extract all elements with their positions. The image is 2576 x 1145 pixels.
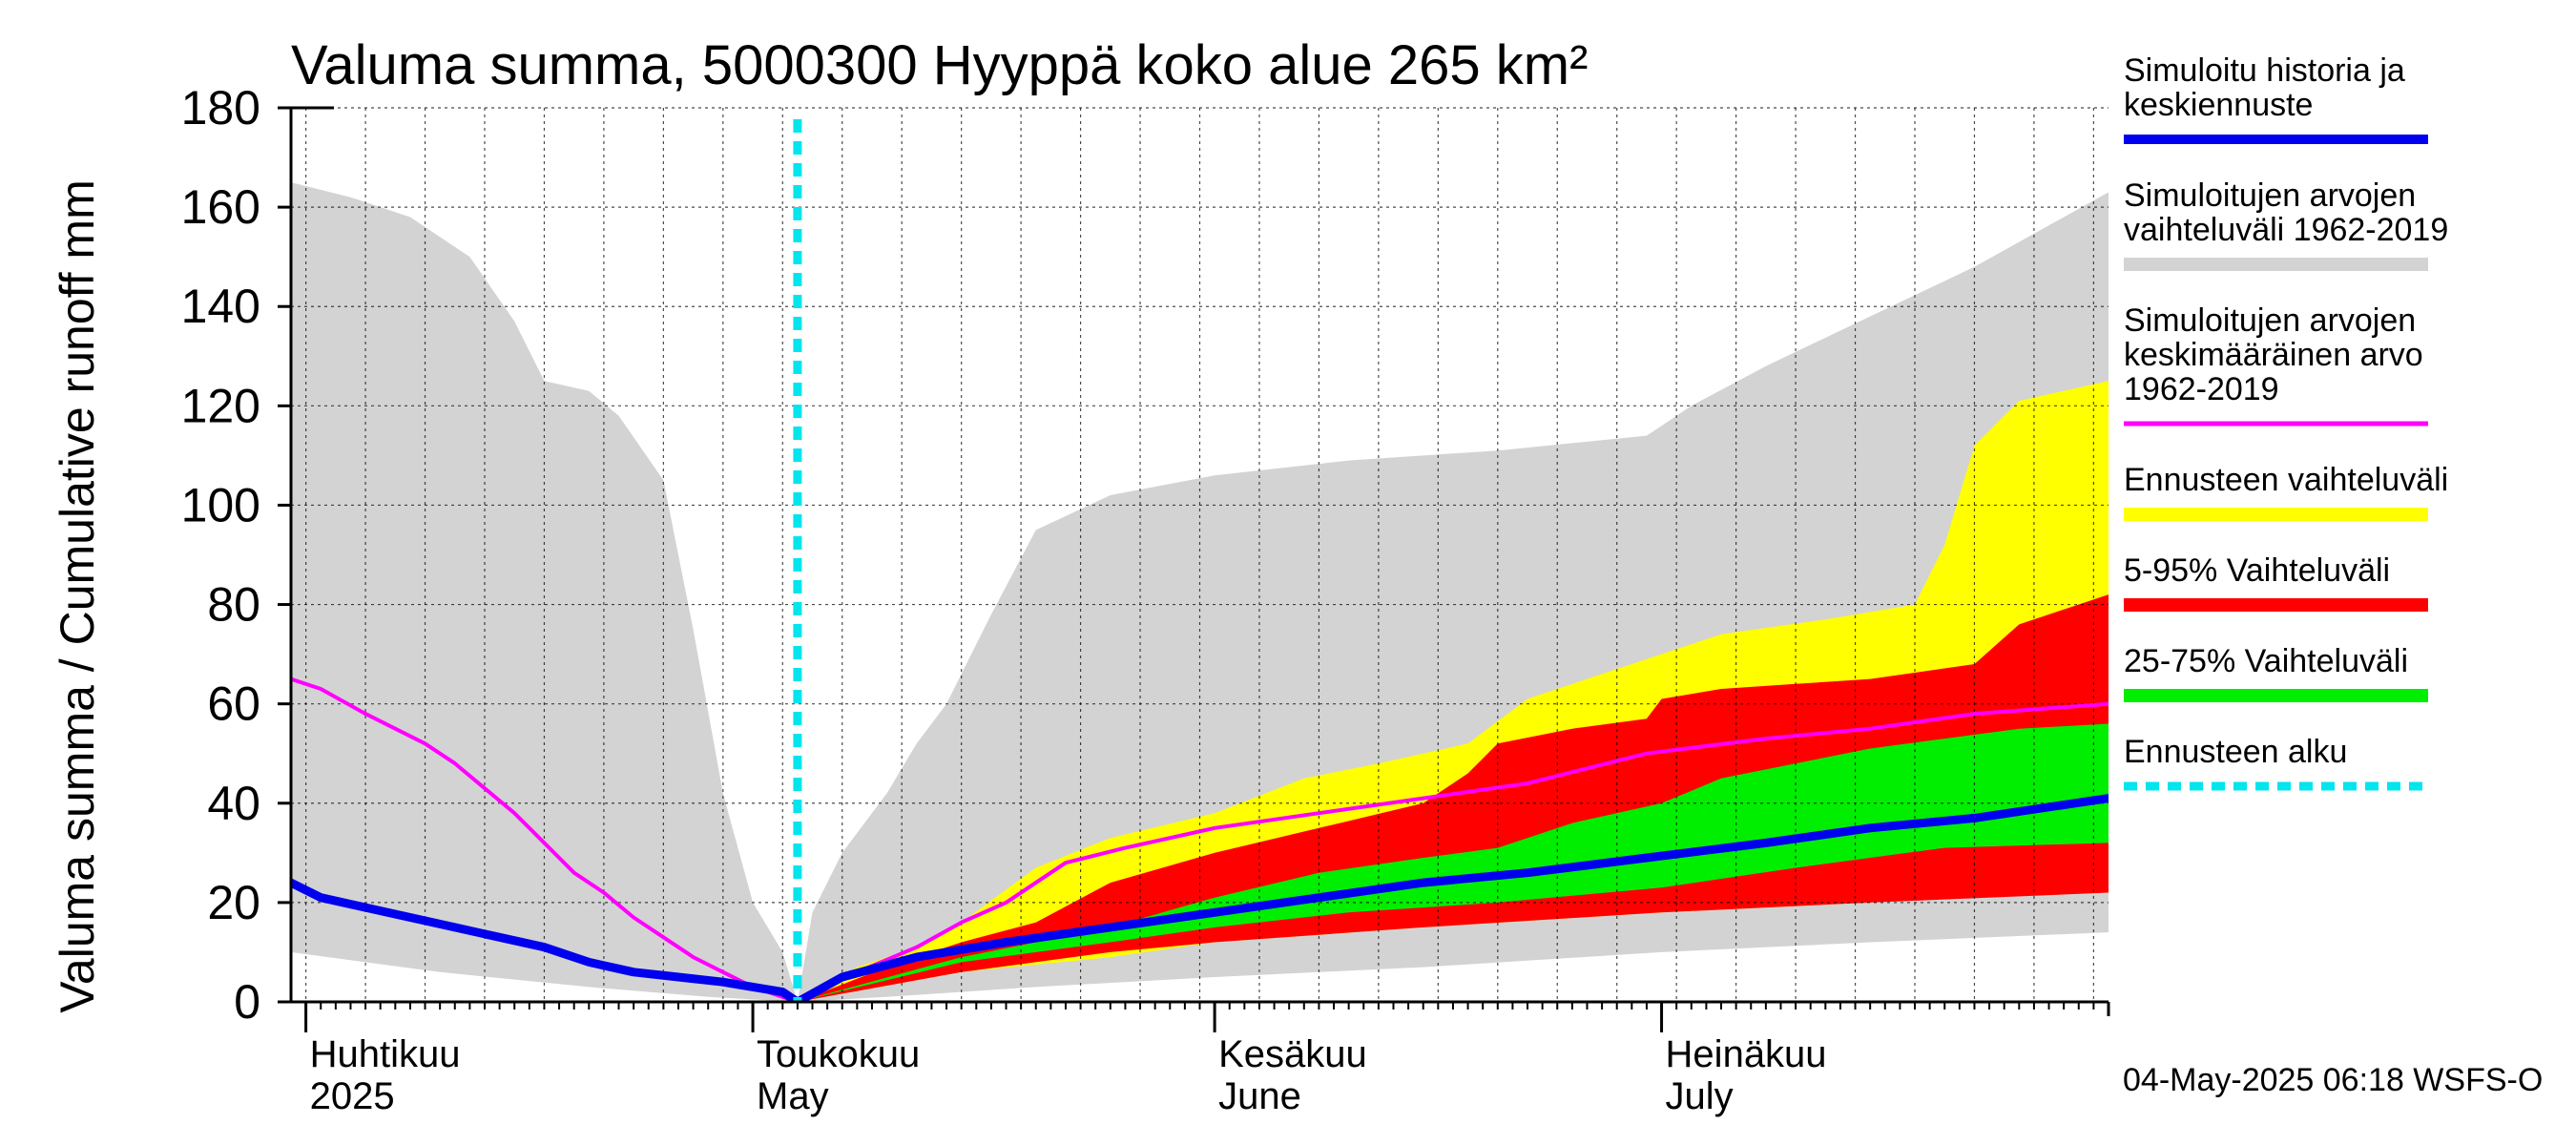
y-tick-label: 140 (181, 280, 260, 333)
y-tick-label: 0 (234, 975, 260, 1029)
legend-label: keskimääräinen arvo (2124, 337, 2423, 373)
legend-label: Simuloitujen arvojen (2124, 302, 2416, 339)
legend-label: Simuloitu historia ja (2124, 52, 2405, 89)
lines-layer (291, 119, 2109, 1002)
month-label-en: June (1218, 1075, 1301, 1117)
month-label-fi: Huhtikuu (310, 1033, 461, 1075)
history-forecast-line (291, 794, 2109, 1002)
y-tick-label: 100 (181, 478, 260, 531)
legend-label: Ennusteen vaihteluväli (2124, 462, 2448, 498)
month-label-en: May (757, 1075, 829, 1117)
y-tick-label: 160 (181, 180, 260, 234)
legend-label: Simuloitujen arvojen (2124, 177, 2416, 214)
y-tick-label: 80 (207, 578, 260, 632)
month-label-fi: Toukokuu (757, 1033, 920, 1075)
month-label-fi: Kesäkuu (1218, 1033, 1367, 1075)
y-tick-label: 40 (207, 777, 260, 830)
y-tick-label: 180 (181, 81, 260, 135)
month-label-en: 2025 (310, 1075, 395, 1117)
y-tick-label: 60 (207, 677, 260, 731)
footer-timestamp: 04-May-2025 06:18 WSFS-O (2123, 1062, 2543, 1098)
p5-95-band (797, 594, 2109, 1002)
chart-title: Valuma summa, 5000300 Hyyppä koko alue 2… (291, 34, 1588, 96)
month-label-en: July (1666, 1075, 1734, 1117)
p25-75-band (797, 723, 2109, 1002)
y-tick-label: 20 (207, 876, 260, 929)
y-axis-label: Valuma summa / Cumulative runoff mm (51, 179, 104, 1012)
month-label-fi: Heinäkuu (1666, 1033, 1827, 1075)
legend-label: Ennusteen alku (2124, 734, 2347, 770)
legend-label: 1962-2019 (2124, 371, 2279, 407)
legend-label: vaihteluväli 1962-2019 (2124, 212, 2448, 248)
y-tick-label: 120 (181, 379, 260, 432)
legend-label: keskiennuste (2124, 87, 2313, 123)
grid-layer (291, 107, 2109, 1003)
legend-label: 5-95% Vaihteluväli (2124, 552, 2390, 589)
legend-label: 25-75% Vaihteluväli (2124, 643, 2408, 679)
